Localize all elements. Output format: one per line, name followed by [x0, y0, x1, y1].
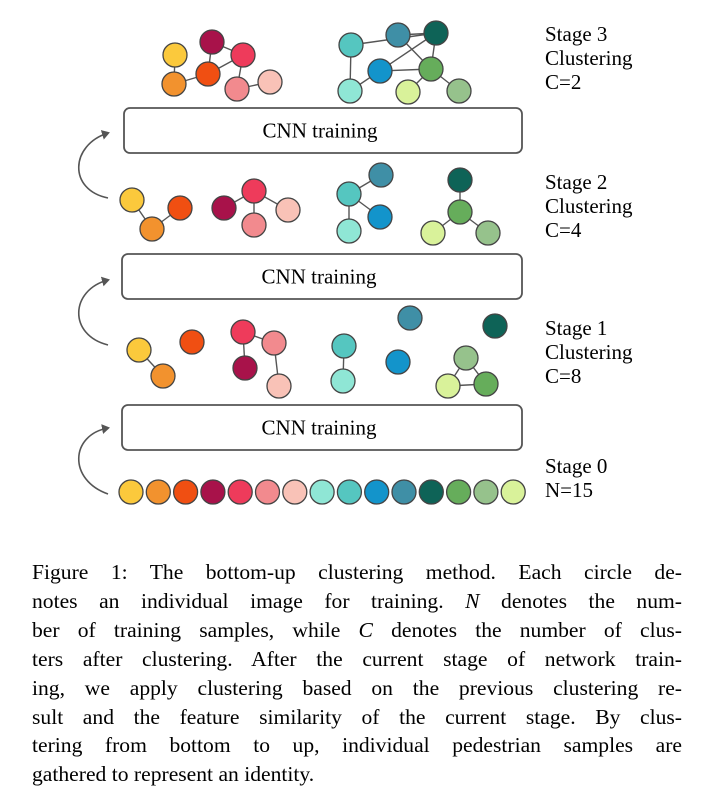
stage-1-sample-circle [261, 330, 287, 356]
stage-1-sample-circle [482, 313, 508, 339]
stage-0-title: Stage 0 [545, 454, 608, 478]
stage-3-sample-circle [199, 29, 225, 55]
stage-1-cluster-count: C=8 [545, 364, 582, 388]
stage-1-cnn-training-label: CNN training [262, 416, 377, 440]
caption-line: gathered to represent an identity. [32, 762, 315, 787]
stage-0-sample-circle [254, 479, 281, 505]
stage-3-sample-circle [423, 20, 449, 46]
caption-line: ters after clustering. After the current… [32, 646, 682, 671]
stage-2-sample-circle [241, 178, 267, 204]
stage-3-sample-circle [395, 79, 421, 105]
stage-2-sample-circle [447, 167, 473, 193]
stage-2-to-next-arrow [77, 130, 110, 199]
stage-0-sample-circle [364, 479, 390, 505]
stage-3-sample-circle [195, 61, 221, 87]
stage-0-sample-circle [391, 479, 417, 505]
stage-3-sample-circle [224, 76, 250, 102]
stage-3-subtitle: Clustering [545, 46, 633, 70]
stage-2-sample-circle [336, 181, 362, 207]
stage-1-title: Stage 1 [545, 316, 608, 340]
stage-2-title: Stage 2 [545, 170, 608, 194]
stage-1-sample-circle [453, 345, 479, 371]
stage-0-sample-circle [200, 479, 226, 505]
stage-2-sample-circle [139, 216, 165, 242]
caption-line: Figure 1: The bottom-up clustering metho… [32, 560, 682, 584]
stage-3-sample-circle [161, 71, 187, 97]
stage-2-label: Stage 2 Clustering C=4 [545, 170, 633, 242]
stage-3-title: Stage 3 [545, 22, 608, 46]
stage-1-sample-circle [473, 371, 499, 397]
stage-1-sample-circle [397, 305, 423, 331]
stage-2-cnn-training-box [121, 253, 523, 300]
stage-0-to-next-arrow [77, 424, 110, 495]
stage-2-cluster-count: C=4 [545, 218, 582, 242]
stage-1-label: Stage 1 Clustering C=8 [545, 316, 633, 388]
stage-arrows [77, 130, 110, 495]
stage-3-sample-circle [162, 42, 188, 68]
caption-line: sult and the feature similarity of the c… [32, 704, 682, 729]
cnn-training-boxes: CNN training CNN training CNN training [121, 107, 523, 451]
stage-3-sample-circle [230, 42, 256, 68]
stage-1-sample-circle [266, 373, 292, 399]
caption-line: notes an individual image for training. … [32, 588, 682, 613]
stage-2-sample-circle [211, 195, 237, 221]
stage-1-sample-circle [330, 368, 356, 394]
stage-1-cnn-training-box [121, 404, 523, 451]
stage-0-sample-circle [118, 479, 144, 505]
stage-2-subtitle: Clustering [545, 194, 633, 218]
stage-0-sample-count: N=15 [545, 478, 594, 502]
stage-1-sample-circle [150, 363, 176, 389]
stage-0-sample-circle [172, 479, 199, 505]
stage-1-subtitle: Clustering [545, 340, 633, 364]
stage-3-cluster-count: C=2 [545, 70, 582, 94]
stage-1-sample-circle [435, 373, 461, 399]
stage-3-cnn-training-label: CNN training [263, 119, 378, 143]
figure-caption: Figure 1: The bottom-up clustering metho… [32, 558, 682, 789]
stage-3-sample-circle [257, 69, 283, 95]
stage-0-sample-circle [309, 479, 335, 505]
stage-1-sample-circle [331, 333, 357, 359]
stage-3-edge [349, 32, 437, 92]
stage-2-sample-circle [336, 218, 362, 244]
stage-1-sample-circle [385, 349, 411, 375]
bottom-up-clustering-diagram: CNN training CNN training CNN training [77, 20, 526, 505]
stage-3-sample-circle [338, 32, 364, 58]
stage-1-sample-circle [230, 319, 256, 345]
stage-3-sample-circle [337, 78, 363, 104]
stage-2-sample-circle [368, 162, 394, 188]
stage-0-sample-circle [336, 479, 363, 505]
sample-circles [118, 20, 526, 505]
stage-2-cnn-training-label: CNN training [262, 265, 377, 289]
stage-3-sample-circle [367, 58, 393, 84]
stage-2-sample-circle [167, 195, 193, 221]
stage-1-sample-circle [232, 355, 258, 381]
caption-line: tering from bottom to up, individual ped… [32, 733, 682, 758]
stage-3-sample-circle [385, 22, 411, 48]
stage-3-label: Stage 3 Clustering C=2 [545, 22, 633, 94]
stage-1-to-next-arrow [77, 276, 110, 346]
stage-2-sample-circle [447, 199, 473, 225]
stage-2-sample-circle [119, 187, 145, 213]
stage-0-sample-circle [145, 479, 171, 505]
stage-2-sample-circle [475, 220, 501, 246]
stage-3-sample-circle [418, 56, 444, 82]
stage-3-sample-circle [446, 78, 472, 104]
stage-3-cnn-training-box [123, 107, 523, 154]
stage-0-sample-circle [227, 479, 253, 505]
caption-line: ber of training samples, while C denotes… [32, 617, 682, 642]
stage-0-label: Stage 0 N=15 [545, 454, 607, 502]
stage-1-sample-circle [126, 337, 152, 363]
stage-2-sample-circle [241, 212, 267, 238]
stage-0-sample-circle [282, 479, 308, 505]
stage-2-sample-circle [367, 204, 393, 230]
stage-0-sample-circle [418, 479, 444, 505]
stage-0-sample-circle [445, 479, 472, 505]
stage-1-sample-circle [179, 329, 205, 355]
stage-2-sample-circle [420, 220, 446, 246]
caption-line: ing, we apply clustering based on the pr… [32, 675, 682, 700]
stage-0-sample-circle [500, 479, 526, 505]
stage-2-sample-circle [275, 197, 301, 223]
stage-0-sample-circle [473, 479, 499, 505]
